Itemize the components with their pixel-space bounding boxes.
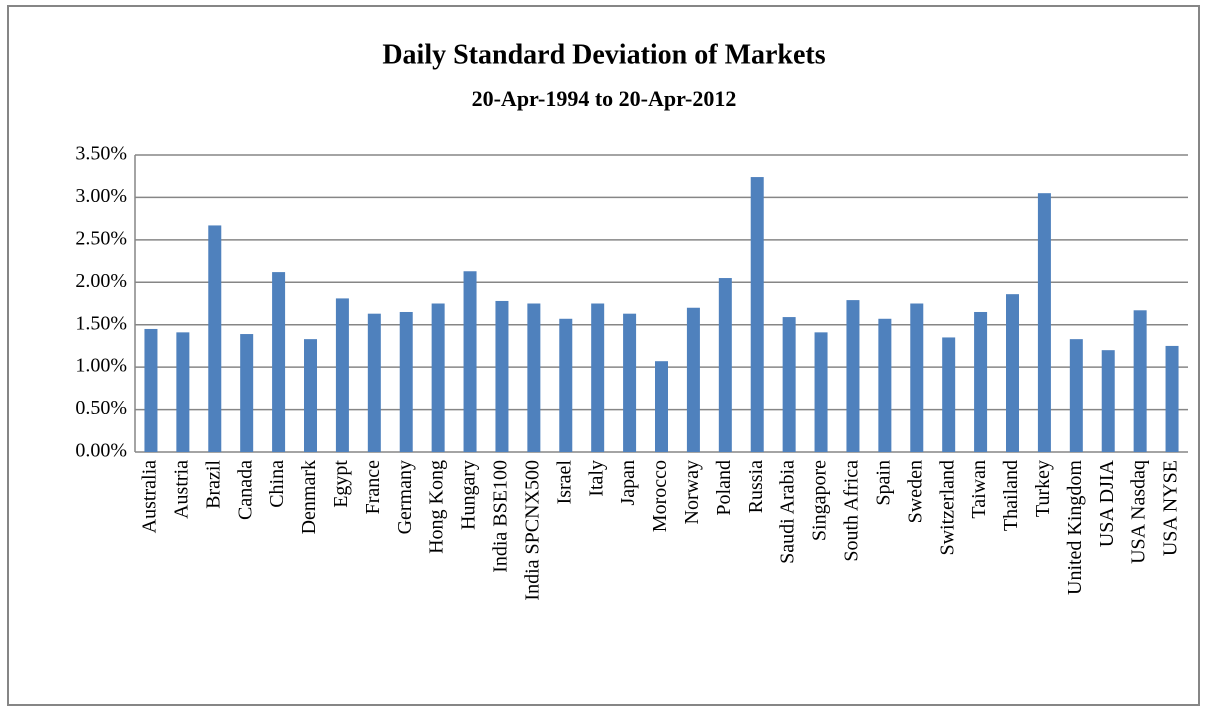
bar xyxy=(814,332,828,452)
x-tick-label: Morocco xyxy=(649,460,671,532)
x-tick-label: Egypt xyxy=(330,460,352,508)
bar xyxy=(655,361,668,452)
y-tick-label: 0.50% xyxy=(75,397,127,419)
bar xyxy=(782,317,796,452)
x-tick-label: South Africa xyxy=(841,460,863,562)
bar xyxy=(1037,193,1051,452)
bar xyxy=(718,278,732,452)
x-tick-label: Spain xyxy=(872,460,894,506)
bar xyxy=(527,303,541,452)
bar xyxy=(1101,350,1115,452)
y-tick-label: 0.00% xyxy=(75,440,127,462)
bar xyxy=(431,303,445,452)
y-tick-label: 2.50% xyxy=(75,227,127,249)
bar xyxy=(974,311,988,452)
bar xyxy=(623,313,637,452)
bar xyxy=(304,339,317,452)
bar xyxy=(942,337,956,452)
bar xyxy=(750,177,764,452)
x-tick-label: Taiwan xyxy=(968,460,990,519)
chart-subtitle: 20-Apr-1994 to 20-Apr-2012 xyxy=(472,86,737,111)
y-tick-label: 2.00% xyxy=(75,270,127,292)
x-tick-label: Russia xyxy=(745,460,767,513)
bar xyxy=(463,271,477,452)
bar xyxy=(1133,310,1147,452)
x-tick-label: Saudi Arabia xyxy=(777,460,799,564)
bar xyxy=(878,318,892,452)
x-tick-label: China xyxy=(266,460,288,508)
bar xyxy=(591,303,605,452)
bar xyxy=(367,313,381,452)
x-tick-label: Turkey xyxy=(1032,460,1054,517)
bar xyxy=(846,300,860,452)
x-tick-label: Israel xyxy=(553,460,575,505)
x-tick-label: Norway xyxy=(681,460,703,524)
x-tick-label: Hong Kong xyxy=(426,460,448,554)
x-tick-label: Brazil xyxy=(202,460,224,509)
x-tick-label: Hungary xyxy=(458,460,480,530)
x-tick-label: Poland xyxy=(713,460,735,516)
x-tick-label: Switzerland xyxy=(936,460,958,556)
bar xyxy=(910,303,924,452)
bar xyxy=(1165,345,1179,452)
bar xyxy=(208,225,222,452)
bar xyxy=(335,298,349,452)
x-tick-label: Canada xyxy=(234,460,256,520)
x-tick-label: Japan xyxy=(617,460,639,506)
x-tick-label: Italy xyxy=(585,460,607,497)
x-tick-label: France xyxy=(362,460,384,515)
bar xyxy=(1006,294,1019,452)
x-tick-label: Germany xyxy=(394,460,416,534)
x-tick-label: India BSE100 xyxy=(490,460,512,573)
x-tick-label: Denmark xyxy=(298,460,320,534)
y-tick-label: 3.00% xyxy=(75,185,127,207)
bar xyxy=(144,328,158,452)
x-tick-label: Austria xyxy=(170,460,192,519)
x-tick-label: Sweden xyxy=(904,460,926,523)
x-tick-label: Australia xyxy=(139,460,161,533)
x-tick-label: USA Nasdaq xyxy=(1128,460,1150,564)
y-tick-label: 1.50% xyxy=(75,312,127,334)
x-tick-label: Singapore xyxy=(809,460,831,541)
y-tick-label: 1.00% xyxy=(75,355,127,377)
bar xyxy=(559,318,573,452)
x-tick-label: United Kingdom xyxy=(1064,460,1086,595)
bar xyxy=(1069,339,1083,452)
x-tick-label: India SPCNX500 xyxy=(521,460,543,601)
bar xyxy=(240,334,254,452)
bar xyxy=(399,311,413,452)
x-tick-label: USA DJIA xyxy=(1096,459,1118,547)
bar xyxy=(495,300,509,452)
bar xyxy=(176,332,190,452)
x-tick-label: USA NYSE xyxy=(1160,460,1182,556)
y-tick-label: 3.50% xyxy=(75,143,127,165)
bar xyxy=(686,307,700,452)
bar xyxy=(272,272,286,452)
x-tick-label: Thailand xyxy=(1000,460,1022,531)
chart-title: Daily Standard Deviation of Markets xyxy=(382,39,825,70)
